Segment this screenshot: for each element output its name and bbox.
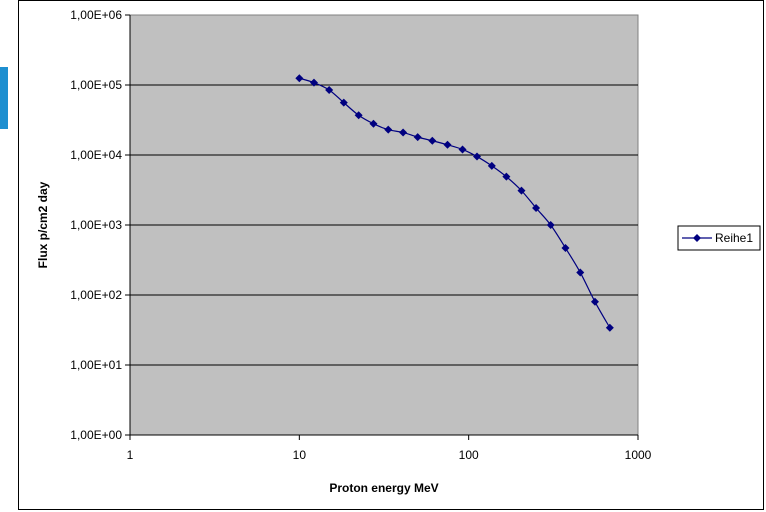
- data-point-12: [473, 152, 482, 161]
- legend-marker: [693, 234, 701, 242]
- data-point-11: [458, 145, 467, 154]
- x-tick-label-3: 1000: [625, 448, 652, 462]
- data-point-9: [428, 136, 437, 145]
- data-point-16: [532, 203, 541, 212]
- data-point-6: [384, 125, 393, 134]
- data-point-1: [309, 78, 318, 87]
- data-point-10: [443, 140, 452, 149]
- side-accent-bar: [0, 67, 8, 129]
- x-tick-label-0: 1: [127, 448, 134, 462]
- legend-label: Reihe1: [715, 231, 753, 245]
- data-point-19: [576, 268, 585, 277]
- y-tick-label-0: 1,00E+00: [70, 428, 122, 442]
- x-tick-label-1: 10: [293, 448, 307, 462]
- legend: Reihe1: [677, 225, 761, 251]
- data-point-13: [487, 161, 496, 170]
- data-point-14: [502, 172, 511, 181]
- data-point-5: [369, 119, 378, 128]
- y-tick-label-6: 1,00E+06: [70, 8, 122, 22]
- data-point-18: [561, 243, 570, 252]
- series-line: [299, 77, 611, 329]
- data-point-0: [295, 74, 304, 83]
- y-tick-label-2: 1,00E+02: [70, 288, 122, 302]
- y-tick-label-5: 1,00E+05: [70, 78, 122, 92]
- data-point-7: [399, 128, 408, 137]
- y-tick-label-1: 1,00E+01: [70, 358, 122, 372]
- y-axis-label: Flux p/cm2 day: [36, 181, 50, 268]
- data-point-2: [325, 85, 334, 94]
- data-point-15: [517, 186, 526, 195]
- data-point-4: [354, 111, 363, 120]
- data-point-17: [546, 221, 555, 229]
- x-tick-label-2: 100: [459, 448, 479, 462]
- data-point-21: [605, 323, 614, 332]
- data-point-8: [413, 133, 422, 142]
- y-tick-label-4: 1,00E+04: [70, 148, 122, 162]
- axes: 1,00E+00 1,00E+01 1,00E+02 1,00E+03 1,00E+04…: [70, 8, 651, 462]
- data-point-3: [339, 98, 348, 107]
- y-tick-label-3: 1,00E+03: [70, 218, 122, 232]
- x-axis-label: Proton energy MeV: [329, 481, 438, 495]
- series-reihe1: [295, 74, 614, 332]
- data-point-20: [590, 297, 599, 306]
